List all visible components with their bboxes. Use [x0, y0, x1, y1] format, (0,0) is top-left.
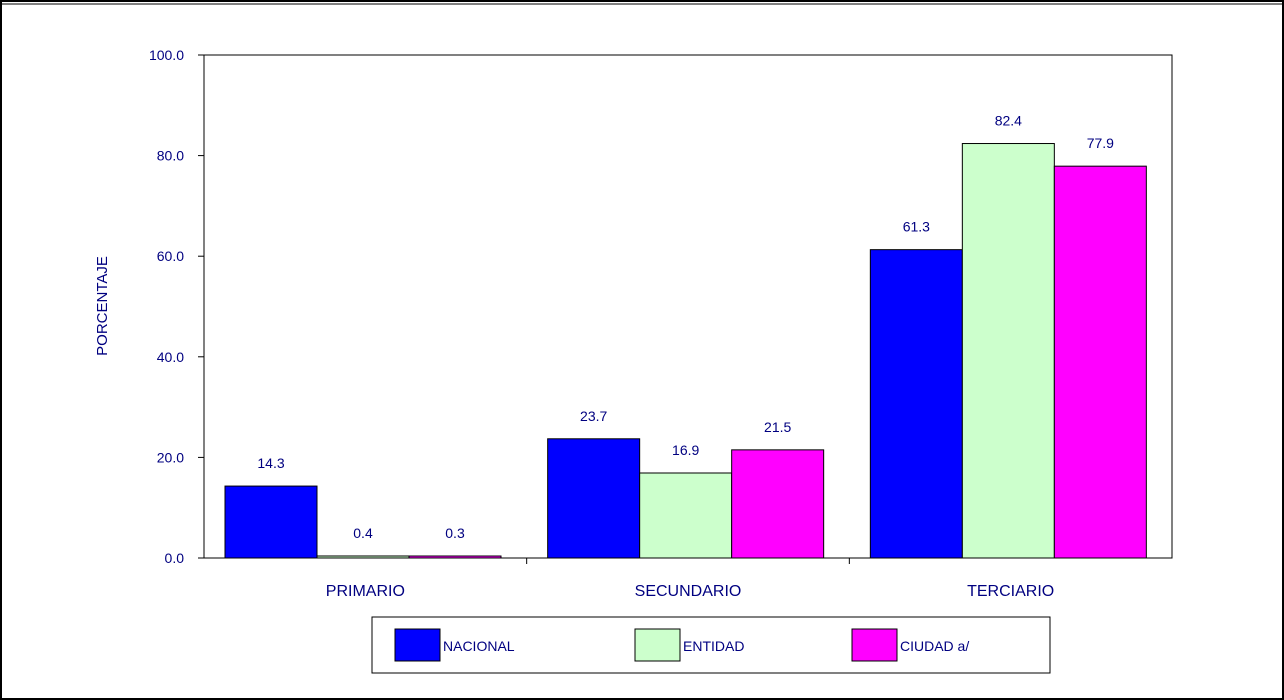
- bar-ciudad-a--primario: [408, 555, 502, 559]
- bar-value-label: 77.9: [1087, 135, 1114, 151]
- bar-entidad-terciario: [961, 143, 1055, 559]
- bar-value-label: 82.4: [995, 113, 1022, 129]
- legend-swatch: [394, 628, 441, 662]
- bar-ciudad-a--secundario: [731, 449, 825, 559]
- legend: NACIONAL ENTIDAD CIUDAD a/: [394, 628, 969, 662]
- legend-label: CIUDAD a/: [900, 638, 969, 654]
- bar-value-label: 0.3: [445, 525, 465, 541]
- y-tick-label: 80.0: [157, 148, 184, 164]
- category-label: TERCIARIO: [967, 583, 1054, 600]
- bar-nacional-terciario: [869, 249, 963, 559]
- bars-group: [224, 143, 1147, 559]
- y-tick-label: 40.0: [157, 349, 184, 365]
- y-tick-label: 0.0: [165, 550, 185, 566]
- bar-ciudad-a--terciario: [1053, 165, 1147, 559]
- legend-swatch: [634, 628, 681, 662]
- category-label: SECUNDARIO: [635, 583, 742, 600]
- bar-value-label: 14.3: [257, 455, 284, 471]
- category-labels-group: PRIMARIO SECUNDARIO TERCIARIO: [326, 558, 1054, 600]
- bar-value-label: 16.9: [672, 442, 699, 458]
- y-tick-label: 100.0: [149, 47, 184, 63]
- value-labels-group: 14.3 0.4 0.3 23.7 16.9 21.5 61.3 82.4 77.9: [257, 113, 1114, 541]
- bar-nacional-primario: [224, 485, 318, 559]
- legend-label: NACIONAL: [443, 638, 515, 654]
- legend-swatch: [851, 628, 898, 662]
- y-tick-label: 20.0: [157, 449, 184, 465]
- bar-entidad-secundario: [639, 472, 733, 559]
- bar-value-label: 0.4: [353, 525, 373, 541]
- y-axis-ticks: 0.0 20.0 40.0 60.0 80.0 100.0: [149, 47, 204, 566]
- bar-nacional-secundario: [547, 438, 641, 559]
- bar-value-label: 61.3: [903, 219, 930, 235]
- y-tick-label: 60.0: [157, 248, 184, 264]
- legend-label: ENTIDAD: [683, 638, 744, 654]
- legend-box: [371, 616, 1051, 674]
- category-label: PRIMARIO: [326, 583, 405, 600]
- bar-value-label: 21.5: [764, 419, 791, 435]
- y-axis-title: PORCENTAJE: [94, 256, 111, 356]
- bar-entidad-primario: [316, 555, 410, 559]
- bar-value-label: 23.7: [580, 408, 607, 424]
